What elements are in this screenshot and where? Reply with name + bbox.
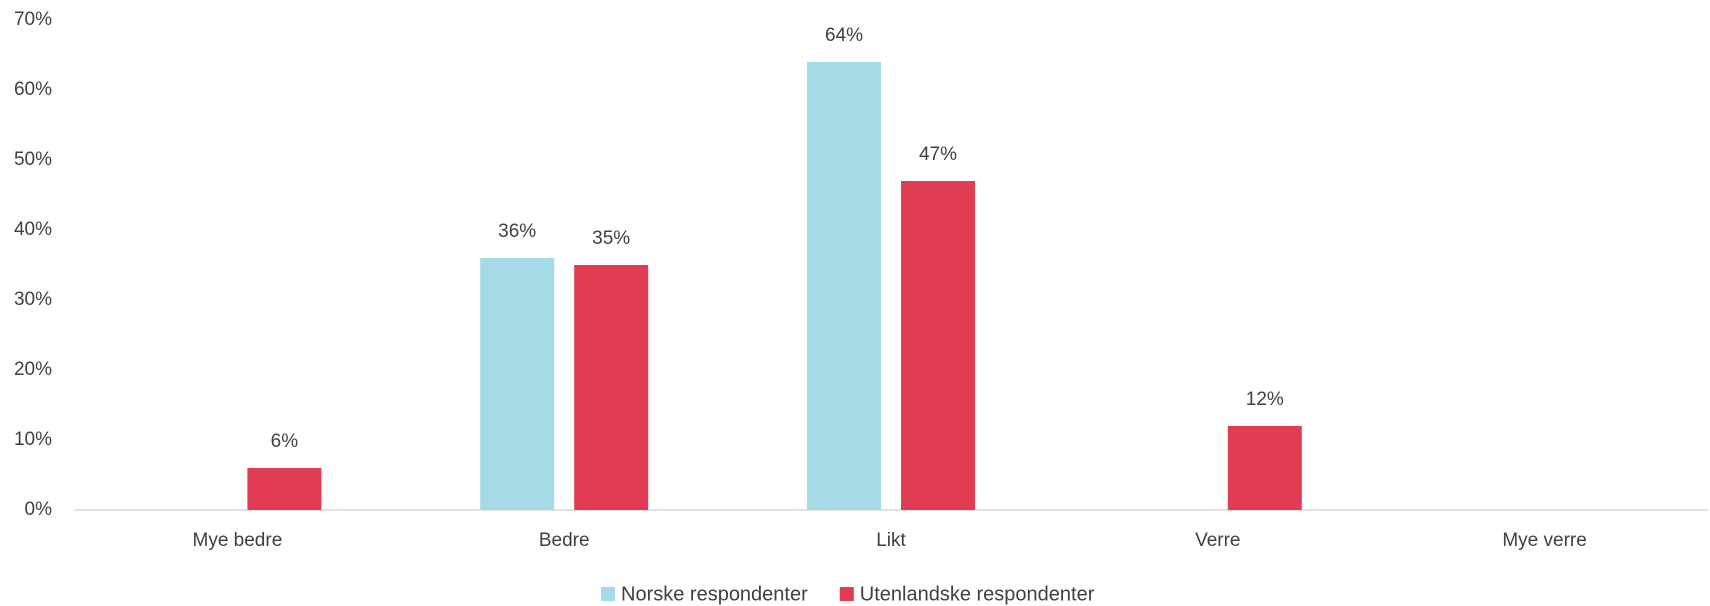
data-label: 35%: [592, 228, 630, 249]
bar: [1227, 426, 1302, 510]
y-tick-label: 0%: [25, 499, 53, 520]
data-label: 12%: [1246, 389, 1284, 410]
bar: [901, 181, 975, 510]
bar: [574, 265, 649, 510]
data-label: 36%: [498, 221, 536, 242]
bar: [480, 258, 555, 510]
x-tick-label: Bedre: [539, 530, 590, 551]
x-tick-label: Mye verre: [1502, 530, 1586, 551]
bar: [807, 62, 881, 510]
legend-label: Utenlandske respondenter: [860, 583, 1095, 605]
y-tick-label: 50%: [14, 149, 52, 170]
data-label: 64%: [825, 25, 863, 46]
x-tick-label: Likt: [876, 530, 906, 551]
legend-label: Norske respondenter: [621, 583, 808, 605]
y-tick-label: 10%: [14, 429, 52, 450]
y-tick-label: 70%: [14, 9, 52, 30]
y-tick-label: 30%: [14, 289, 52, 310]
bar: [247, 468, 322, 510]
legend-swatch: [839, 587, 854, 601]
y-tick-label: 60%: [14, 79, 52, 100]
y-tick-label: 20%: [14, 359, 52, 380]
data-label: 6%: [271, 431, 299, 452]
x-tick-label: Mye bedre: [193, 530, 283, 551]
x-tick-label: Verre: [1195, 530, 1240, 551]
y-tick-label: 40%: [14, 219, 52, 240]
data-label: 47%: [919, 144, 957, 165]
legend-swatch: [601, 587, 615, 601]
